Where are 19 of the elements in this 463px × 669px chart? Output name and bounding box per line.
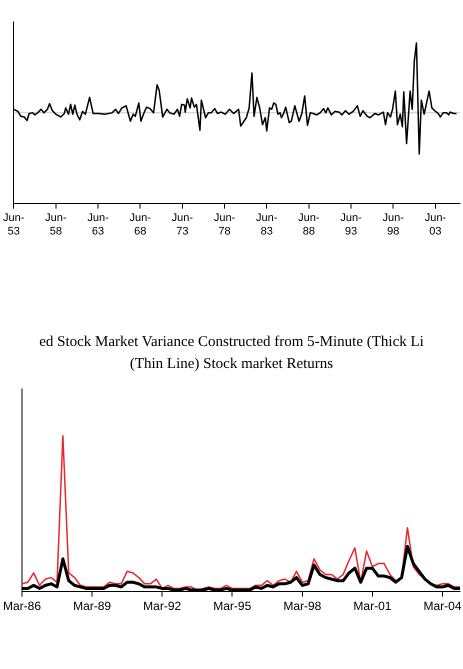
x-tick-label: Mar-04 [423, 599, 462, 614]
x-tick-label: Mar-92 [143, 599, 182, 614]
x-tick-label: Jun-83 [256, 212, 278, 238]
chart-title: ed Stock Market Variance Constructed from 5-Minute (Thick Li (Thin Line) Stock market Returns [38, 333, 425, 374]
x-tick-label: Jun-78 [214, 212, 236, 238]
x-tick-label: Jun-53 [2, 212, 25, 238]
x-tick-label: Jun-63 [87, 212, 110, 238]
x-tick-label: Jun-98 [382, 212, 404, 238]
x-tick-label: Jun-88 [298, 212, 320, 238]
x-tick-label: Mar-95 [213, 599, 252, 614]
x-tick-label: Jun-68 [130, 212, 152, 238]
x-tick-label: Jun-73 [172, 212, 194, 238]
x-tick-label: Mar-98 [283, 599, 322, 614]
x-tick-label: Jun-58 [45, 212, 67, 238]
x-tick-label: Mar-86 [2, 599, 42, 614]
x-tick-label: Mar-01 [353, 599, 392, 614]
x-tick-label: Jun-93 [340, 212, 362, 238]
x-tick-label: Jun-03 [424, 212, 446, 238]
x-tick-label: Mar-89 [73, 599, 112, 614]
